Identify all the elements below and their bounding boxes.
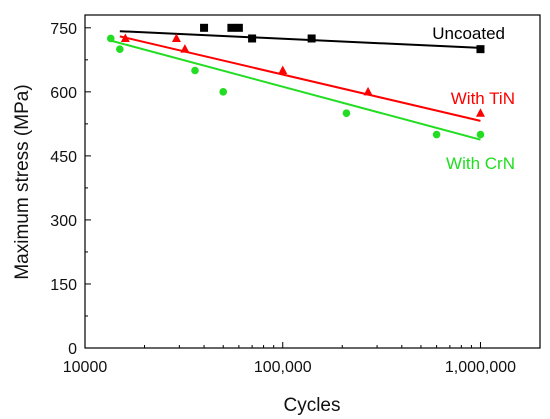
y-tick-label: 300 — [50, 213, 77, 230]
data-point — [234, 23, 243, 32]
series-labels: Uncoated With TiN With CrN — [432, 24, 515, 173]
series-label: With CrN — [446, 154, 515, 173]
axis-ticks: 0 150 300 450 600 750 10000 100,000 1,000,000 — [50, 21, 541, 376]
y-tick-label: 750 — [50, 21, 77, 38]
data-point — [227, 23, 236, 32]
x-tick-label: 10000 — [63, 359, 108, 376]
x-tick-label: 1,000,000 — [445, 359, 516, 376]
fit-line — [110, 39, 481, 141]
x-axis-label: Cycles — [283, 395, 340, 416]
data-point — [120, 33, 130, 42]
y-tick-label: 600 — [50, 85, 77, 102]
y-tick-label: 450 — [50, 149, 77, 166]
data-point — [363, 86, 373, 96]
data-point — [200, 23, 209, 32]
data-point — [476, 45, 485, 54]
data-point — [171, 33, 181, 42]
data-point — [191, 66, 199, 75]
y-tick-label: 0 — [68, 341, 77, 358]
data-point — [248, 34, 257, 43]
fit-line — [119, 30, 481, 49]
fit-line — [119, 35, 481, 122]
data-point — [476, 130, 485, 139]
fit-lines — [110, 30, 481, 141]
data-point — [180, 44, 190, 53]
data-point — [278, 65, 288, 74]
data-point — [219, 88, 228, 96]
y-tick-label: 150 — [50, 277, 77, 294]
x-tick-label: 100,000 — [254, 359, 312, 376]
data-point — [106, 34, 115, 43]
plot-frame — [84, 14, 541, 349]
y-axis-label: Maximum stress (MPa) — [12, 84, 33, 279]
data-point — [432, 130, 441, 139]
data-point — [116, 45, 124, 53]
series-label: Uncoated — [432, 24, 505, 43]
data-point — [342, 109, 351, 117]
data-point — [307, 34, 316, 43]
series-label: With TiN — [451, 89, 515, 108]
data-point — [475, 108, 485, 117]
data-points — [106, 23, 485, 139]
